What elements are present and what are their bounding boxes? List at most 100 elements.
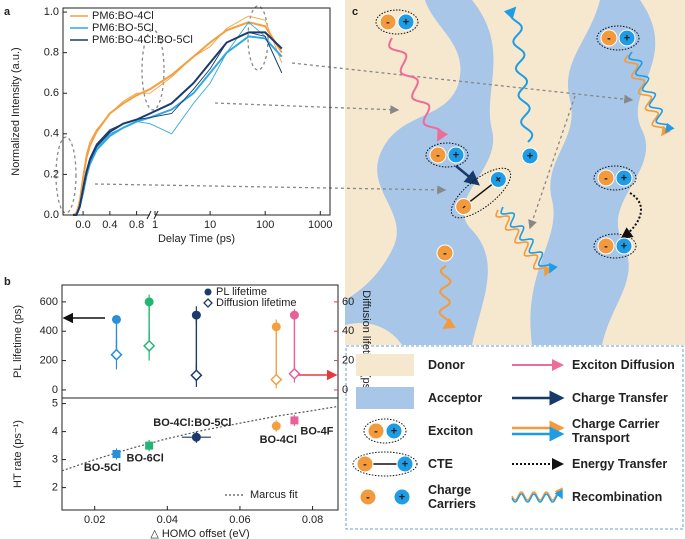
exciton-ring: [593, 233, 637, 259]
legend-recombination: [511, 489, 563, 503]
hole: [489, 170, 507, 188]
x-tick-label: 0.8: [129, 219, 144, 231]
hole: [615, 237, 633, 255]
highlight-ellipse: [141, 29, 165, 111]
y-tick-label: 4: [52, 426, 58, 438]
panel-label: b: [4, 276, 11, 288]
recombination: [495, 209, 553, 277]
highlight-ellipse: [55, 136, 77, 214]
hole: [396, 455, 414, 473]
y2-tick-label: 20: [342, 354, 354, 366]
x-tick-label: 0.4: [102, 219, 117, 231]
y-tick-label: 0.6: [44, 87, 59, 99]
hole: [393, 488, 411, 506]
donor-region: [345, 0, 461, 300]
point-label: BO-4F: [300, 425, 333, 437]
charge-sign: +: [621, 240, 627, 252]
charge-sign: -: [604, 240, 608, 252]
charge-sign: +: [399, 491, 405, 503]
exciton-ring: [593, 165, 637, 191]
plot-frame: [62, 7, 331, 216]
point-label: BO-5Cl: [84, 462, 121, 474]
legend-label: PM6:BO-5Cl: [92, 22, 154, 34]
y2-tick-label: 40: [342, 325, 354, 337]
panel-label: c: [352, 6, 358, 18]
legend-marker: [203, 298, 213, 308]
exciton-ring: [375, 9, 419, 35]
cte-icon: - +: [352, 451, 418, 477]
hole: [521, 147, 539, 165]
legend-c-label: Charge Transfer: [572, 391, 668, 405]
electron: [455, 198, 473, 216]
energy-transfer: [620, 192, 642, 240]
fit-line: [72, 21, 283, 216]
legend-c-label: Donor: [428, 358, 465, 372]
pl-point: [289, 310, 299, 320]
axis-break: [146, 210, 152, 220]
x-tick-label: 0.08: [302, 514, 323, 526]
exciton-ring: [425, 142, 469, 168]
charge-sign: +: [402, 458, 408, 470]
electron: [597, 237, 615, 255]
legend-label: PM6:BO-4Cl:BO-5Cl: [92, 34, 193, 46]
cte-ring: [352, 451, 418, 477]
charge-sign: -: [443, 247, 447, 259]
legend-c-label: Exciton: [428, 424, 474, 438]
legend-label: Diffusion lifetime: [216, 297, 297, 309]
donor-region: [602, 0, 685, 345]
fit-line: [61, 405, 339, 472]
diffusion-point: [143, 339, 156, 352]
y-tick-label: 0.2: [44, 168, 59, 180]
charge-sign: -: [374, 425, 378, 437]
x-tick-label: 0.06: [229, 514, 250, 526]
point-label: BO-4Cl: [260, 434, 297, 446]
legend-label: Marcus fit: [250, 489, 298, 501]
y2-tick-label: 0: [342, 384, 348, 396]
rate-point: [191, 432, 201, 442]
exciton-ring: [596, 25, 640, 51]
legend-c-label: Exciton Diffusion: [572, 358, 675, 372]
charge-sign: -: [459, 201, 470, 213]
point-label: BO-4Cl:BO-5Cl: [153, 417, 231, 429]
electron: [379, 13, 397, 31]
legend-c-label: CTE: [428, 457, 453, 471]
plot-frame: [61, 397, 339, 511]
y-tick-label: 0.4: [44, 128, 59, 140]
hole: [447, 146, 465, 164]
carrier-transport: [503, 6, 534, 143]
legend-c-label: Charge Carriers: [428, 483, 476, 511]
electron: [436, 244, 454, 262]
axis-break-gap: [150, 211, 155, 219]
electron: [367, 422, 385, 440]
pl-point: [271, 322, 281, 332]
charge-transfer: [455, 165, 480, 186]
y-axis-label: PL lifetime (ps): [12, 305, 24, 378]
charge-sign: +: [527, 150, 533, 162]
y-axis-label: HT rate (ps⁻¹): [12, 420, 24, 488]
hole: [618, 29, 636, 47]
electron: [600, 29, 618, 47]
point-label: BO-6Cl: [127, 453, 164, 465]
x-axis-label: Delay Time (ps): [158, 233, 235, 245]
link-arrow: [94, 183, 447, 195]
rate-point: [290, 416, 299, 425]
diffusion-point: [190, 369, 203, 382]
y-tick-label: 600: [40, 296, 58, 308]
donor-swatch: [356, 354, 414, 376]
diffusion-point: [110, 348, 123, 361]
plot-frame: [61, 284, 339, 399]
donor-region: [345, 322, 402, 345]
hole: [615, 169, 633, 187]
recombination: [500, 206, 558, 274]
electron: [356, 455, 374, 473]
y-tick-label: 0.8: [44, 47, 59, 59]
charge-sign: -: [436, 149, 440, 161]
highlight-ellipse: [247, 5, 269, 71]
charge-sign: +: [403, 16, 409, 28]
x-tick-label: 10: [204, 219, 216, 231]
y-tick-label: 2: [52, 482, 58, 494]
fit-line: [73, 31, 283, 216]
charge-sign: -: [363, 458, 367, 470]
rate-point: [271, 421, 281, 431]
